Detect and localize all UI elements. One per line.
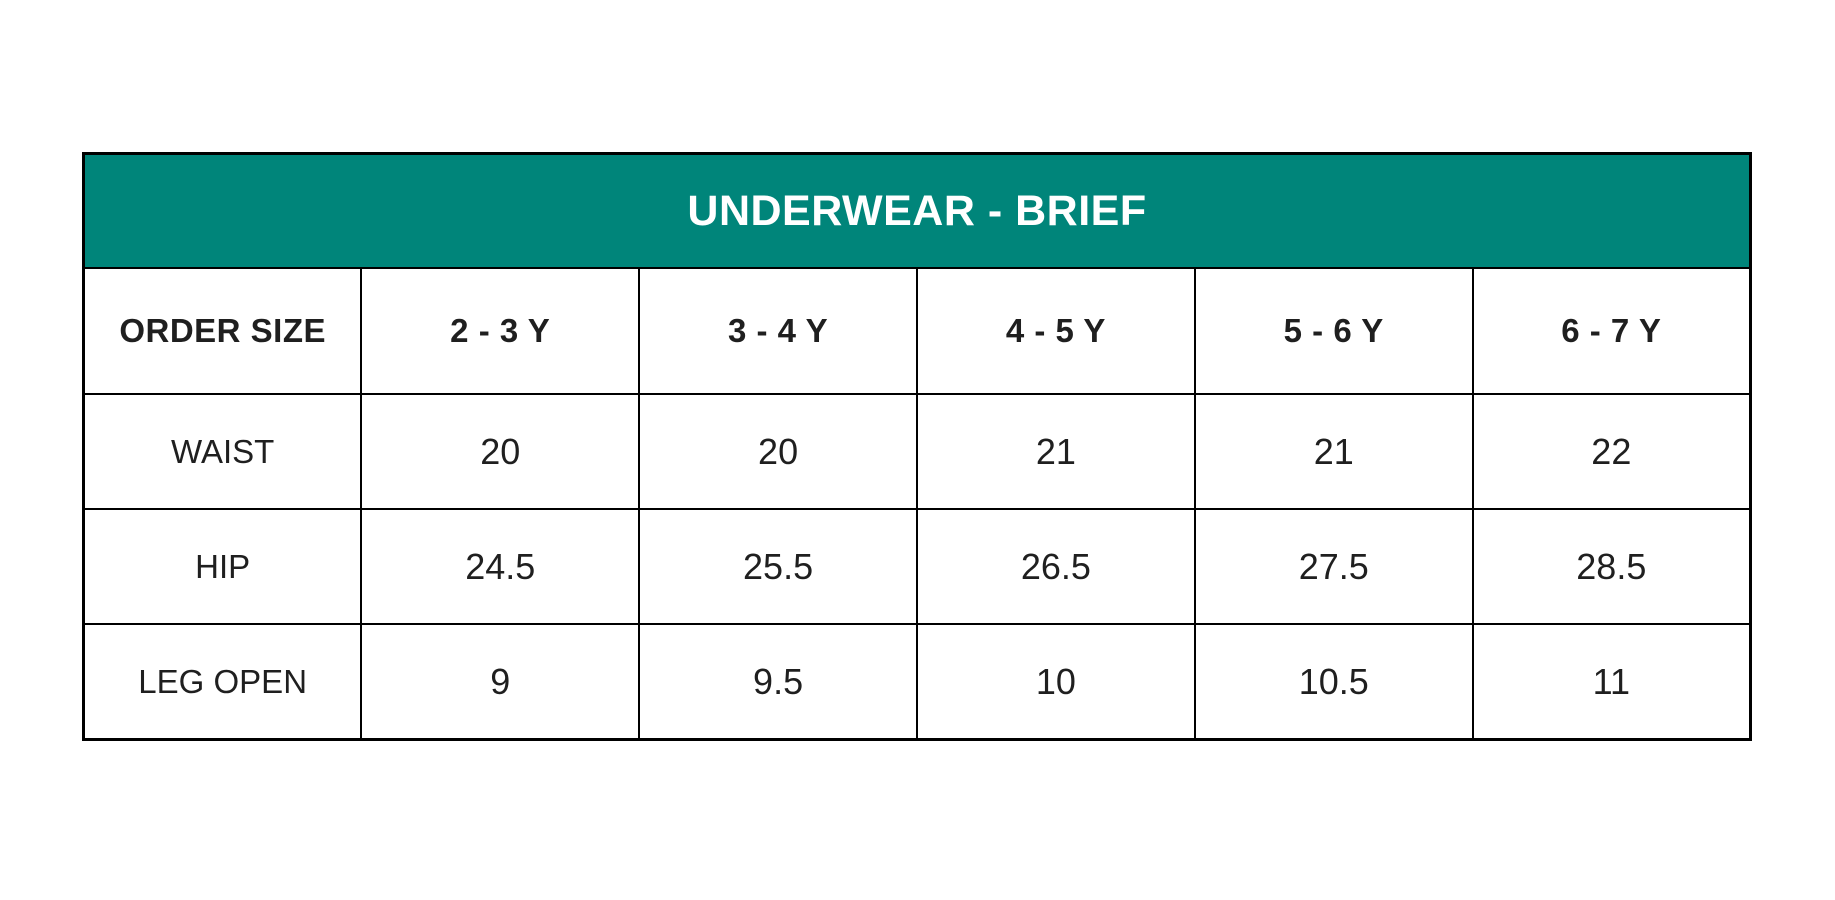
hip-value-4-5y: 26.5	[915, 508, 1196, 625]
column-header-order-size: ORDER SIZE	[82, 267, 363, 395]
hip-value-2-3y: 24.5	[360, 508, 641, 625]
leg-open-value-4-5y: 10	[915, 623, 1196, 741]
column-header-size-5-6y: 5 - 6 Y	[1193, 267, 1474, 395]
table-row-leg-open: LEG OPEN 9 9.5 10 10.5 11	[82, 623, 1752, 741]
leg-open-value-5-6y: 10.5	[1193, 623, 1474, 741]
size-chart-table: UNDERWEAR - BRIEF ORDER SIZE 2 - 3 Y 3 -…	[82, 152, 1752, 741]
table-title: UNDERWEAR - BRIEF	[82, 152, 1752, 269]
table-row-hip: HIP 24.5 25.5 26.5 27.5 28.5	[82, 508, 1752, 625]
title-row: UNDERWEAR - BRIEF	[82, 152, 1752, 269]
column-header-row: ORDER SIZE 2 - 3 Y 3 - 4 Y 4 - 5 Y 5 - 6…	[82, 267, 1752, 395]
waist-value-4-5y: 21	[915, 393, 1196, 510]
column-header-size-6-7y: 6 - 7 Y	[1471, 267, 1752, 395]
row-label-waist: WAIST	[82, 393, 363, 510]
leg-open-value-6-7y: 11	[1471, 623, 1752, 741]
waist-value-2-3y: 20	[360, 393, 641, 510]
leg-open-value-2-3y: 9	[360, 623, 641, 741]
column-header-size-2-3y: 2 - 3 Y	[360, 267, 641, 395]
column-header-size-4-5y: 4 - 5 Y	[915, 267, 1196, 395]
hip-value-5-6y: 27.5	[1193, 508, 1474, 625]
table-row-waist: WAIST 20 20 21 21 22	[82, 393, 1752, 510]
leg-open-value-3-4y: 9.5	[638, 623, 918, 741]
waist-value-5-6y: 21	[1193, 393, 1474, 510]
row-label-leg-open: LEG OPEN	[82, 623, 363, 741]
waist-value-6-7y: 22	[1471, 393, 1752, 510]
row-label-hip: HIP	[82, 508, 363, 625]
column-header-size-3-4y: 3 - 4 Y	[638, 267, 918, 395]
hip-value-6-7y: 28.5	[1471, 508, 1752, 625]
waist-value-3-4y: 20	[638, 393, 918, 510]
hip-value-3-4y: 25.5	[638, 508, 918, 625]
